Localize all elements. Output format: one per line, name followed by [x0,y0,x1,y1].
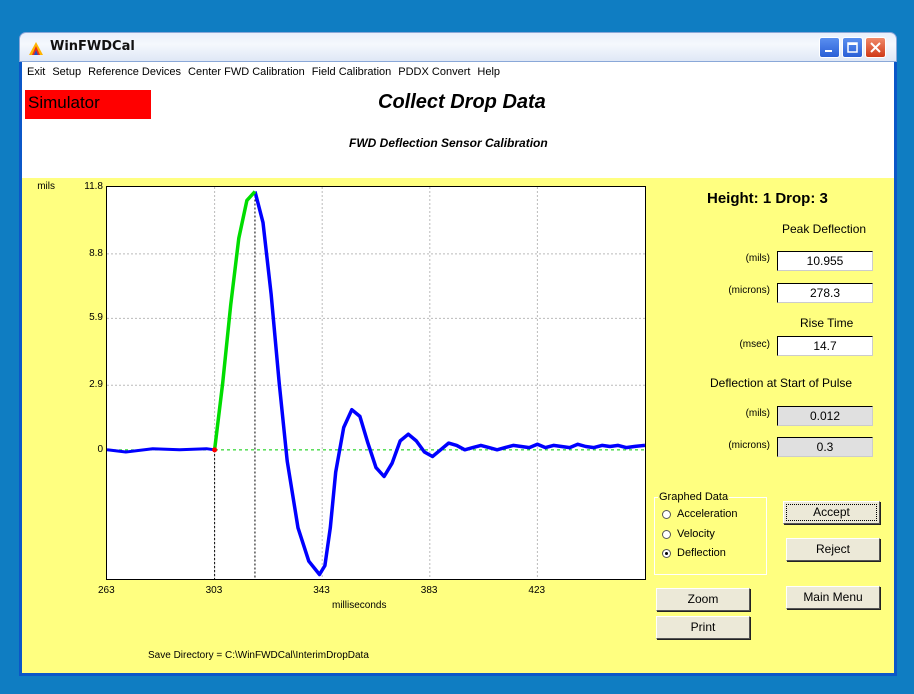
save-directory-text: Save Directory = C:\WinFWDCal\InterimDro… [148,650,369,661]
page-subtitle: FWD Deflection Sensor Calibration [349,136,548,150]
reject-button[interactable]: Reject [786,538,880,561]
title-bar[interactable]: WinFWDCal [19,32,897,62]
minimize-icon [825,50,832,52]
y-tick-label: 2.9 [89,379,103,391]
rise-time-unit: (msec) [739,339,770,350]
y-tick-label: 0 [97,443,103,455]
peak-mils-unit: (mils) [745,253,770,264]
series-pre-pulse-line [106,447,215,454]
main-menu-button[interactable]: Main Menu [786,586,880,609]
page-title: Collect Drop Data [378,91,546,113]
rise-time-field: 14.7 [777,336,873,356]
radio-velocity-label: Velocity [677,528,715,540]
menu-setup[interactable]: Setup [52,66,82,78]
graphed-data-title: Graphed Data [658,491,730,503]
maximize-button[interactable] [842,37,863,58]
deflection-chart-svg [106,187,646,579]
start-microns-field: 0.3 [777,437,873,457]
app-logo-icon [29,42,43,55]
series-post-peak-line [253,191,646,577]
start-microns-unit: (microns) [728,440,770,451]
x-tick-label: 263 [98,585,115,596]
start-mils-unit: (mils) [745,408,770,419]
rise-time-label: Rise Time [800,316,854,330]
radio-acceleration[interactable]: Acceleration [662,508,738,520]
y-tick-label: 8.8 [89,247,103,259]
start-mils-field: 0.012 [777,406,873,426]
print-button[interactable]: Print [656,616,750,639]
maximize-icon [847,42,858,53]
height-drop-label: Height: 1 Drop: 3 [707,190,828,207]
graphed-data-group: Graphed Data Acceleration Velocity Defle… [654,491,767,575]
y-tick-label: 5.9 [89,312,103,324]
peak-mils-field: 10.955 [777,251,873,271]
menu-reference-devices[interactable]: Reference Devices [88,66,182,78]
menu-pddx-convert[interactable]: PDDX Convert [398,66,471,78]
close-button[interactable] [865,37,886,58]
x-tick-label: 343 [313,585,330,596]
simulator-badge: Simulator [25,90,151,119]
pulse-start-point [212,447,218,453]
peak-microns-field: 278.3 [777,283,873,303]
y-tick-label: 11.8 [84,181,103,192]
zoom-button[interactable]: Zoom [656,588,750,611]
menu-center-fwd-calibration[interactable]: Center FWD Calibration [188,66,305,78]
radio-velocity[interactable]: Velocity [662,528,715,540]
menu-bar: Exit Setup Reference Devices Center FWD … [22,62,894,82]
radio-selected-icon [662,548,671,558]
close-icon [870,42,881,53]
x-tick-label: 383 [420,585,438,596]
series-rise-line [212,190,257,451]
header-area: Simulator Collect Drop Data FWD Deflecti… [22,82,894,178]
radio-acceleration-label: Acceleration [677,508,738,520]
minimize-button[interactable] [819,37,840,58]
radio-deflection[interactable]: Deflection [662,547,726,559]
x-tick-label: 303 [205,585,223,596]
accept-button[interactable]: Accept [783,501,880,524]
menu-exit[interactable]: Exit [27,66,46,78]
radio-circle-icon [662,509,671,519]
deflection-plot [106,186,646,580]
peak-microns-unit: (microns) [728,285,770,296]
peak-deflection-label: Peak Deflection [782,222,867,236]
radio-circle-icon [662,529,671,539]
menu-field-calibration[interactable]: Field Calibration [311,66,392,78]
window-title: WinFWDCal [50,39,135,54]
menu-help[interactable]: Help [477,66,501,78]
start-deflection-label: Deflection at Start of Pulse [710,376,853,390]
x-tick-label: 423 [528,585,546,596]
radio-deflection-label: Deflection [677,547,726,559]
x-axis-label: milliseconds [332,600,387,611]
y-unit-label: mils [37,181,55,192]
